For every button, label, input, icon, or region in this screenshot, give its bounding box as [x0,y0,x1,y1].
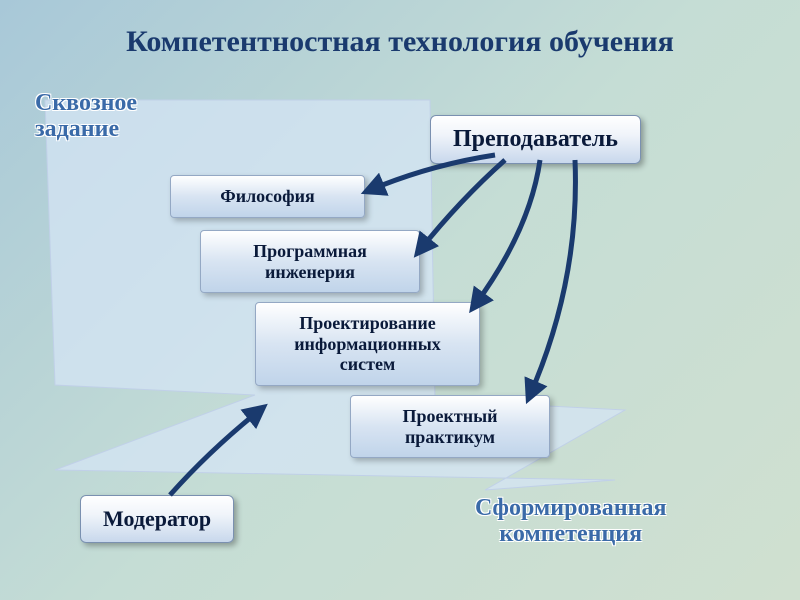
slide-title: Компетентностная технология обучения [0,25,800,59]
teacher-callout: Преподаватель [430,115,641,164]
node-software-eng: Программная инженерия [200,230,420,293]
input-label: Сквозное задание [35,90,137,143]
node-philosophy: Философия [170,175,365,218]
output-label: Сформированная компетенция [475,495,666,548]
node-project-practicum: Проектный практикум [350,395,550,458]
node-is-design: Проектирование информационных систем [255,302,480,386]
moderator-callout: Модератор [80,495,234,543]
